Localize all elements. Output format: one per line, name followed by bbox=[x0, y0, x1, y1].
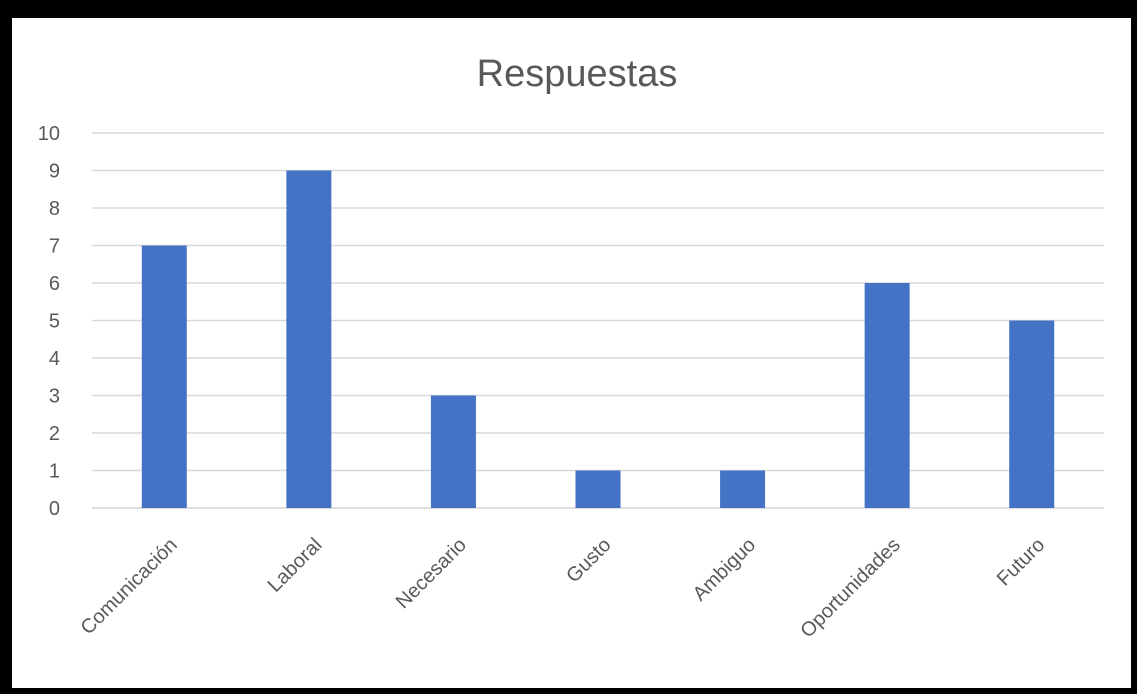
bar-oportunidades bbox=[864, 283, 910, 508]
bar-chart: Respuestas 0 1 2 3 4 5 6 7 8 9 10 Comunicación Labo… bbox=[38, 53, 1104, 642]
bar-gusto bbox=[575, 470, 621, 508]
y-tick-label: 10 bbox=[38, 123, 60, 145]
bar-laboral bbox=[286, 170, 332, 508]
y-tick-label: 4 bbox=[49, 348, 60, 370]
x-tick-label: Laboral bbox=[264, 534, 327, 597]
bars bbox=[141, 170, 1055, 508]
x-axis-labels: Comunicación Laboral Necesario Gusto Ambiguo… bbox=[77, 534, 1050, 642]
bar-comunicación bbox=[141, 245, 187, 508]
y-tick-label: 9 bbox=[49, 161, 60, 183]
y-tick-label: 3 bbox=[49, 386, 60, 408]
y-tick-label: 0 bbox=[49, 498, 60, 520]
y-tick-label: 1 bbox=[49, 461, 60, 483]
bar-futuro bbox=[1009, 320, 1055, 508]
y-tick-label: 8 bbox=[49, 198, 60, 220]
x-tick-label: Gusto bbox=[562, 534, 615, 587]
y-tick-label: 2 bbox=[49, 423, 60, 445]
gridlines bbox=[92, 132, 1104, 509]
x-tick-label: Comunicación bbox=[77, 534, 182, 639]
y-tick-label: 6 bbox=[49, 273, 60, 295]
chart-frame: Respuestas 0 1 2 3 4 5 6 7 8 9 10 Comunicación Labo… bbox=[12, 18, 1131, 688]
y-axis-ticks: 0 1 2 3 4 5 6 7 8 9 10 bbox=[38, 123, 60, 520]
y-tick-label: 5 bbox=[49, 311, 60, 333]
x-tick-label: Oportunidades bbox=[796, 534, 904, 642]
y-tick-label: 7 bbox=[49, 236, 60, 258]
x-tick-label: Futuro bbox=[993, 534, 1049, 590]
x-tick-label: Necesario bbox=[392, 534, 471, 613]
bar-necesario bbox=[430, 395, 476, 508]
bar-ambiguo bbox=[720, 470, 766, 508]
chart-title: Respuestas bbox=[477, 53, 678, 95]
x-tick-label: Ambiguo bbox=[689, 534, 760, 605]
